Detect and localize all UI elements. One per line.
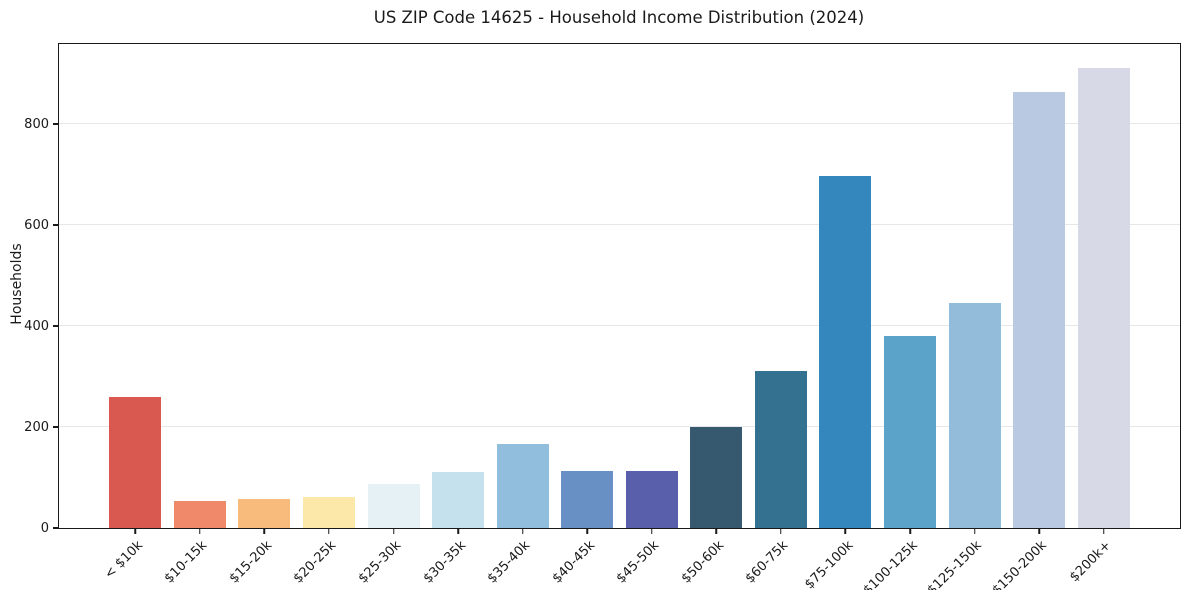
- bar-slot: $125-150k: [925, 44, 1007, 590]
- x-tick-label: $150-200k: [989, 538, 1050, 590]
- bar-25-30k: [367, 483, 420, 528]
- x-tick-mark: [586, 529, 588, 534]
- bar-slot: $15-20k: [227, 44, 297, 586]
- x-tick-mark: [263, 529, 266, 534]
- bar-slot: $60-75k: [743, 44, 814, 586]
- bar-100-125k: [884, 336, 937, 528]
- bar-35-40k: [496, 443, 549, 528]
- x-tick-label: $15-20k: [226, 538, 276, 587]
- bar-45-50k: [625, 471, 678, 528]
- bar-slot: $35-40k: [485, 44, 555, 586]
- bar-slot: $20-25k: [291, 44, 362, 586]
- x-tick-label: $20-25k: [291, 538, 340, 587]
- x-tick-label: $10-15k: [161, 538, 211, 587]
- bar-slot: $75-100k: [802, 44, 878, 590]
- gridline-200: [59, 426, 1180, 428]
- x-tick-label: $60-75k: [743, 538, 792, 587]
- x-tick-mark: [844, 529, 847, 534]
- x-tick-mark: [780, 529, 782, 534]
- bar-40-45k: [561, 471, 614, 528]
- x-tick-mark: [715, 529, 718, 534]
- x-tick-mark: [1038, 529, 1040, 534]
- bar-series: < $10k $10-15k $15-20k $20-25k $25-30k $30-35…: [59, 44, 1180, 590]
- bar-slot: $50-60k: [678, 44, 749, 586]
- y-tick-mark-0: [53, 527, 59, 529]
- bar-15-20k: [238, 499, 291, 528]
- x-tick-mark: [457, 529, 459, 534]
- plot-area: 0 200 400 600 800 < $10k $10-15k $15-20k $20-25…: [24, 43, 1181, 590]
- x-tick-label: $40-45k: [549, 538, 598, 587]
- chart-title: US ZIP Code 14625 - Household Income Dis…: [373, 8, 865, 27]
- y-tick-label-600: 600: [24, 217, 49, 233]
- bar-slot: $40-45k: [549, 44, 620, 586]
- bar-60-75k: [754, 371, 807, 528]
- bar-slot: < $10k: [102, 44, 168, 582]
- bar-150-200k: [1013, 92, 1066, 528]
- x-tick-label: $200k+: [1067, 538, 1115, 586]
- y-tick-label-0: 0: [40, 521, 49, 536]
- y-tick-mark-600: [53, 224, 59, 226]
- bar-slot: $25-30k: [356, 44, 426, 586]
- y-tick-label-800: 800: [24, 116, 49, 132]
- x-tick-label: $25-30k: [355, 538, 405, 587]
- x-tick-mark: [392, 529, 395, 534]
- gridline-400: [59, 325, 1180, 327]
- x-tick-mark: [973, 529, 976, 534]
- bar-20-25k: [302, 496, 355, 528]
- x-tick-mark: [328, 529, 330, 534]
- bar-slot: $10-15k: [162, 44, 233, 586]
- x-tick-label: $50-60k: [678, 538, 727, 587]
- x-tick-mark: [199, 529, 201, 534]
- x-tick-label: $45-50k: [613, 538, 663, 587]
- x-tick-label: $100-125k: [860, 538, 921, 590]
- bar-50-60k: [690, 427, 743, 528]
- x-tick-label: $30-35k: [420, 538, 469, 587]
- x-tick-mark: [651, 529, 653, 534]
- bar-200k: [1077, 68, 1130, 528]
- gridline-800: [59, 123, 1180, 125]
- x-tick-label: $125-150k: [925, 538, 986, 590]
- bar-75-100k: [819, 175, 872, 528]
- bar-slot: $150-200k: [990, 44, 1072, 590]
- bar-slot: $30-35k: [420, 44, 491, 586]
- x-tick-mark: [909, 529, 911, 534]
- y-tick-mark-200: [53, 426, 59, 428]
- y-tick-label-200: 200: [24, 419, 49, 435]
- y-tick-mark-400: [53, 325, 59, 327]
- bar-slot: $100-125k: [860, 44, 943, 590]
- x-tick-label: < $10k: [101, 538, 146, 583]
- x-tick-mark: [1102, 529, 1105, 534]
- y-tick-label-400: 400: [24, 318, 49, 334]
- x-tick-label: $35-40k: [484, 538, 534, 587]
- bar-10-15k: [173, 501, 226, 528]
- x-tick-mark: [134, 529, 137, 534]
- x-tick-label: $75-100k: [801, 538, 857, 590]
- gridline-600: [59, 224, 1180, 226]
- x-tick-mark: [521, 529, 524, 534]
- y-axis-label: Households: [9, 243, 25, 325]
- bar-slot: $200k+: [1067, 44, 1136, 585]
- bar-slot: $45-50k: [614, 44, 685, 586]
- bar-10k: [109, 396, 162, 528]
- bar-30-35k: [432, 472, 485, 528]
- y-tick-mark-800: [53, 123, 59, 125]
- bar-125-150k: [948, 303, 1001, 528]
